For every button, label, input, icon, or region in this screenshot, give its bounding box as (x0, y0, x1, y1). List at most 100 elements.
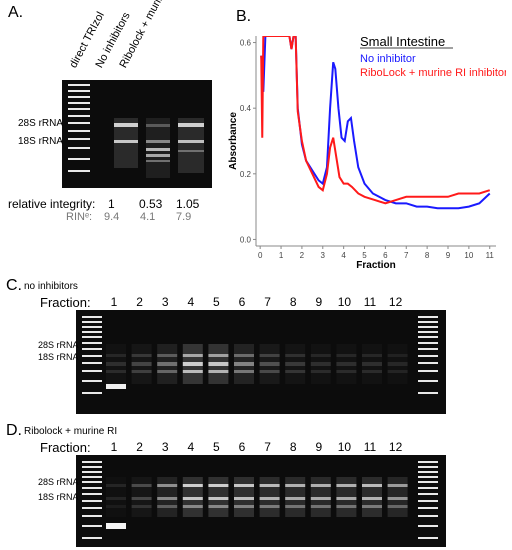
lane-smear (157, 477, 178, 517)
rna-band (336, 354, 357, 357)
rna-band (259, 484, 280, 487)
rna-band (387, 505, 408, 508)
panel-a-label: A. (8, 4, 24, 21)
ladder-band (82, 326, 102, 328)
x-tick-label: 11 (486, 251, 495, 260)
fraction-number: 8 (289, 295, 297, 309)
ladder-band (418, 515, 438, 517)
band-label-28s-d: 28S rRNA (38, 477, 79, 487)
gel-c-bands (82, 316, 438, 394)
rna-band (131, 484, 152, 487)
ladder-band (82, 500, 102, 502)
ladder-band (418, 362, 438, 364)
rna-band (285, 370, 306, 373)
ladder-band (418, 355, 438, 357)
rna-band (310, 370, 331, 373)
ladder-band (82, 321, 102, 323)
lane-smear (131, 477, 152, 517)
fraction-number: 4 (187, 295, 195, 309)
ladder-band (82, 380, 102, 382)
ladder-band (82, 316, 102, 318)
rna-band (310, 362, 331, 366)
ladder-band (82, 336, 102, 338)
fraction-label-d: Fraction: (40, 440, 91, 455)
rna-band (208, 497, 229, 500)
x-axis-label: Fraction (356, 260, 395, 271)
gel-image-a (62, 80, 212, 188)
rna-band (234, 484, 254, 487)
rna-band (285, 497, 306, 500)
ladder-band (82, 331, 102, 333)
rna-band (336, 484, 357, 487)
rna-band (285, 354, 306, 357)
ladder-band (418, 380, 438, 382)
fraction-label-c: Fraction: (40, 295, 91, 310)
ladder-band (82, 507, 102, 509)
rna-band (387, 484, 408, 487)
fraction-number: 7 (264, 295, 271, 309)
panel-d-label: D. (6, 422, 22, 439)
band-label-18s-c: 18S rRNA (38, 352, 79, 362)
x-tick-label: 2 (300, 251, 305, 260)
fraction-number: 5 (213, 440, 220, 454)
x-tick-label: 9 (446, 251, 451, 260)
rna-band (208, 484, 229, 487)
rna-band (234, 497, 254, 500)
y-tick-label: 0.4 (240, 104, 252, 113)
rna-band (208, 362, 229, 366)
rin-value-1: 9.4 (104, 211, 120, 223)
rna-band (208, 354, 229, 357)
ladder-band (82, 471, 102, 473)
rna-band (259, 497, 280, 500)
rna-band (182, 354, 203, 357)
rna-band (259, 354, 280, 357)
lane-smear (234, 344, 254, 384)
rna-band (157, 505, 178, 508)
fraction-number: 2 (136, 440, 143, 454)
integrity-label: relative integrity: (8, 197, 96, 211)
ladder-band (82, 461, 102, 463)
rna-band (157, 497, 178, 500)
fraction-number: 10 (337, 440, 352, 454)
ladder-band (418, 392, 438, 394)
x-tick-label: 7 (404, 251, 409, 260)
ladder-band (82, 481, 102, 483)
ladder-band (418, 461, 438, 463)
rna-band (336, 497, 357, 500)
panel-c-subtitle: no inhibitors (24, 281, 78, 292)
legend-entry: RiboLock + murine RI inhibitor (360, 67, 506, 79)
ladder-band (418, 321, 438, 323)
gel-image-c (76, 310, 446, 414)
rna-band (131, 354, 152, 357)
fraction-number: 8 (289, 440, 297, 454)
ladder-band (82, 342, 102, 344)
rna-band (234, 354, 254, 357)
ladder-band (82, 355, 102, 357)
ladder-band (418, 336, 438, 338)
ladder-band (418, 476, 438, 478)
band-label-28s-c: 28S rRNA (38, 340, 79, 350)
fraction-number: 2 (136, 295, 143, 309)
fraction-number: 10 (337, 295, 352, 309)
fraction-number: 4 (187, 440, 195, 454)
rna-band (259, 370, 280, 373)
gel-image-d (76, 455, 446, 547)
rna-band (106, 484, 126, 487)
rna-band (157, 354, 178, 357)
rna-band (157, 370, 178, 373)
fraction-number: 7 (264, 440, 271, 454)
ladder-band (418, 493, 438, 495)
rna-band (362, 505, 382, 508)
rna-band (285, 484, 306, 487)
ladder-band (82, 476, 102, 478)
chart-title: Small Intestine (360, 34, 445, 49)
fraction-number: 3 (161, 295, 169, 309)
rna-band (234, 505, 254, 508)
ladder-band (82, 515, 102, 517)
panel-c-label: C. (6, 277, 22, 294)
y-tick-label: 0.2 (240, 170, 252, 179)
lane-smear (157, 344, 178, 384)
ladder-band (418, 481, 438, 483)
rna-band (106, 354, 126, 357)
fraction-number: 1 (110, 440, 118, 454)
